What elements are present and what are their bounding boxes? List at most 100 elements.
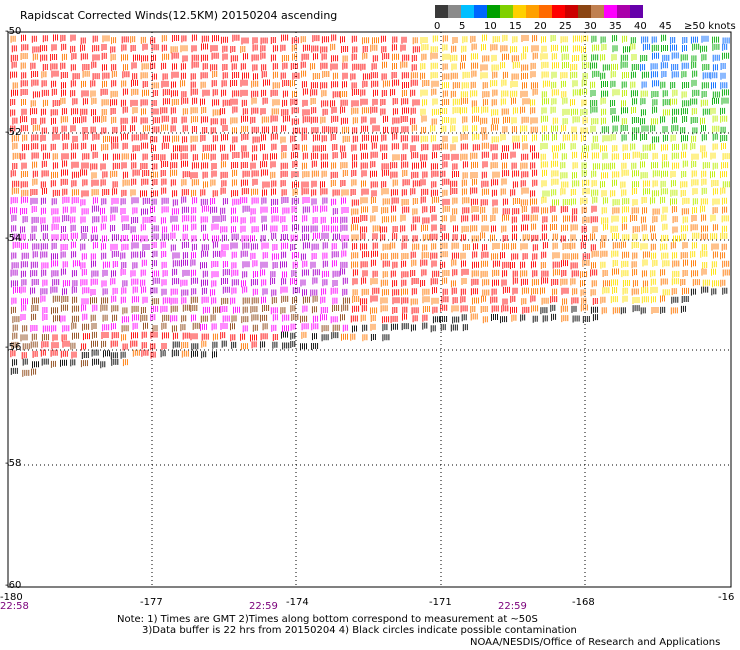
wind-barb: [452, 197, 458, 205]
wind-barb: [190, 73, 196, 81]
wind-barb: [522, 143, 528, 151]
wind-barb: [200, 315, 208, 323]
wind-barb: [611, 250, 619, 258]
wind-barb: [302, 242, 310, 250]
wind-barb: [232, 90, 240, 98]
wind-barb: [400, 44, 406, 52]
wind-barb: [581, 169, 587, 177]
wind-barb: [240, 250, 248, 258]
wind-barb: [680, 181, 688, 189]
wind-barb: [681, 208, 689, 216]
wind-barb: [572, 172, 577, 180]
wind-barb: [673, 235, 680, 243]
wind-barb: [691, 179, 699, 187]
wind-barb: [591, 189, 599, 197]
wind-barb: [412, 37, 418, 45]
wind-barb: [140, 279, 146, 287]
wind-barb: [30, 108, 38, 116]
wind-barb: [701, 170, 707, 178]
legend-swatch: [578, 5, 591, 18]
wind-barb: [301, 188, 309, 196]
wind-barb: [660, 188, 668, 196]
wind-barb: [191, 243, 197, 251]
wind-barb: [612, 199, 620, 207]
wind-barb: [111, 116, 117, 124]
wind-barb: [240, 343, 248, 351]
wind-barb: [421, 269, 427, 277]
wind-barb: [651, 307, 659, 314]
wind-barb: [321, 36, 329, 44]
wind-barb: [91, 189, 99, 197]
wind-barb: [91, 340, 98, 348]
wind-barb: [530, 82, 538, 90]
wind-barb: [51, 117, 56, 125]
wind-barb: [61, 226, 66, 233]
wind-barb: [621, 216, 627, 224]
wind-barb: [711, 261, 717, 269]
wind-barb: [571, 305, 577, 313]
wind-barb: [82, 287, 90, 295]
wind-barb: [380, 35, 386, 43]
wind-barb: [321, 325, 329, 333]
wind-barb: [681, 71, 687, 79]
wind-barb: [161, 206, 169, 214]
wind-barb: [272, 63, 278, 71]
wind-barb: [381, 134, 387, 142]
wind-barb: [450, 215, 456, 223]
wind-barb: [31, 216, 39, 224]
wind-barb: [721, 225, 727, 233]
wind-barb: [590, 269, 598, 277]
wind-barb: [541, 277, 549, 285]
wind-barb: [501, 178, 507, 186]
lon-label-165: -16: [718, 592, 735, 603]
wind-barb: [150, 62, 156, 70]
wind-barb: [412, 315, 418, 323]
wind-barb: [60, 244, 68, 251]
wind-barb: [161, 251, 167, 258]
wind-barb: [641, 36, 649, 44]
wind-barb: [402, 107, 409, 115]
wind-barb: [340, 162, 348, 170]
wind-barb: [340, 261, 348, 269]
wind-barb: [251, 226, 259, 234]
wind-barb: [451, 305, 459, 313]
wind-barb: [191, 350, 198, 358]
wind-barb: [221, 297, 229, 305]
wind-barb: [391, 72, 397, 79]
wind-barb: [430, 206, 436, 213]
wind-barb: [521, 287, 529, 295]
wind-barb: [622, 72, 629, 79]
wind-barb: [240, 225, 246, 233]
wind-barb: [530, 198, 537, 206]
wind-barb: [552, 252, 560, 260]
wind-barb: [40, 117, 46, 125]
wind-barb: [82, 133, 88, 141]
wind-barb: [562, 108, 570, 116]
wind-barb: [371, 80, 379, 88]
wind-barb: [661, 144, 668, 152]
wind-barb: [263, 79, 270, 87]
wind-barb: [30, 261, 38, 269]
wind-barb: [261, 116, 269, 124]
wind-barb: [260, 341, 266, 349]
wind-barb: [620, 181, 626, 189]
wind-barb: [162, 73, 168, 81]
wind-barb: [181, 342, 189, 349]
wind-barb: [541, 251, 547, 259]
wind-barb: [641, 125, 649, 133]
wind-barb: [201, 279, 208, 287]
wind-barb: [410, 145, 416, 153]
wind-barb: [530, 71, 536, 79]
wind-barb: [290, 98, 298, 106]
wind-barb: [161, 322, 167, 330]
wind-barb: [410, 270, 416, 277]
wind-barb: [200, 216, 208, 224]
wind-barb: [682, 197, 690, 205]
wind-barb: [132, 234, 139, 242]
wind-barb: [361, 277, 367, 285]
wind-barb: [412, 198, 418, 205]
wind-barb: [211, 163, 217, 170]
wind-barb: [340, 216, 348, 224]
wind-barb: [332, 144, 338, 151]
wind-barb: [432, 287, 437, 295]
